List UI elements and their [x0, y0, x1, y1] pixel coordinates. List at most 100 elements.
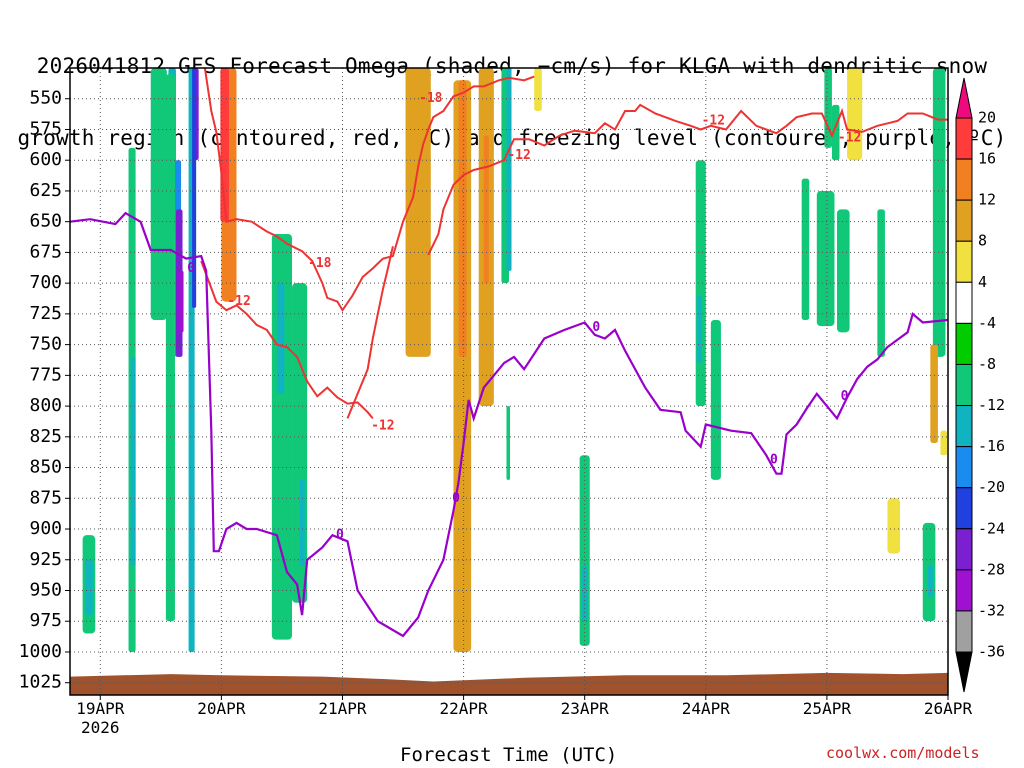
- colorbar-bin-0: [955, 117, 973, 160]
- omega-shading: [82, 68, 947, 652]
- colorbar-bin-3: [955, 240, 973, 283]
- colorbar-label-8: -16: [978, 437, 1005, 455]
- colorbar-bin-6: [955, 363, 973, 407]
- y-tick-label-19: 1025: [19, 672, 62, 693]
- x-tick-label-2: 21APR: [318, 699, 367, 718]
- x-tick-label-4: 23APR: [561, 699, 610, 718]
- y-tick-label-12: 850: [29, 457, 62, 478]
- contour-label-7: 0: [187, 261, 195, 276]
- omega-patch-43: [932, 68, 946, 357]
- omega-patch-3: [85, 559, 93, 616]
- colorbar-label-4: 4: [978, 273, 987, 291]
- contour-label-4: -12: [507, 148, 530, 163]
- y-tick-label-3: 625: [29, 180, 62, 201]
- ground-terrain: [70, 672, 948, 695]
- omega-patch-35: [824, 68, 832, 148]
- dgz-contour-1: [427, 103, 948, 256]
- contour-label-1: -18: [308, 256, 332, 271]
- colorbar-label-2: 12: [978, 191, 996, 209]
- colorbar-bin-1: [955, 158, 973, 201]
- omega-patch-34: [816, 190, 835, 327]
- omega-patch-31: [696, 295, 702, 364]
- y-tick-label-11: 825: [29, 426, 62, 447]
- x-tick-sublabel-0: 2026: [81, 718, 120, 737]
- dgz-contours: -18 -18 -12 -12 -12 -12 -12 0 0 0 0 0 0: [70, 68, 948, 638]
- colorbar-top-arrow: [955, 77, 973, 119]
- y-tick-label-15: 925: [29, 549, 62, 570]
- colorbar-bin-8: [955, 446, 973, 489]
- y-tick-label-2: 600: [29, 149, 62, 170]
- y-tick-label-4: 650: [29, 211, 62, 232]
- y-axis: 550 575 600 625 650 675 700 725 750 775 800 825 850 8…: [19, 88, 70, 693]
- contour-label-6: -12: [838, 131, 861, 146]
- dgz-contour-0: [200, 260, 374, 420]
- omega-patch-32: [710, 320, 721, 480]
- omega-patch-1: [130, 356, 136, 566]
- plot-frame: [69, 67, 949, 696]
- x-tick-label-6: 25APR: [803, 699, 852, 718]
- colorbar-bin-7: [955, 405, 973, 448]
- omega-patch-21: [458, 80, 467, 357]
- omega-patch-26: [506, 406, 511, 480]
- omega-patch-40: [887, 498, 901, 554]
- omega-patch-45: [940, 430, 947, 456]
- y-tick-label-1: 575: [29, 118, 62, 139]
- y-tick-label-17: 975: [29, 610, 62, 631]
- colorbar-bin-12: [955, 610, 973, 653]
- omega-patch-39: [877, 209, 885, 357]
- contour-label-9: 0: [452, 491, 460, 506]
- omega-patch-42: [927, 565, 933, 597]
- y-tick-label-5: 675: [29, 241, 62, 262]
- title-line-1: 2026041812 GFS Forecast Omega (shaded, −…: [36, 54, 988, 78]
- colorbar-bin-10: [955, 528, 973, 571]
- colorbar-bin-2: [955, 199, 973, 242]
- x-tick-label-1: 20APR: [197, 699, 246, 718]
- omega-patch-36: [831, 104, 840, 161]
- omega-patch-20: [453, 80, 472, 652]
- omega-patch-27: [534, 68, 542, 112]
- omega-patch-25: [506, 68, 512, 271]
- x-tick-label-3: 22APR: [440, 699, 489, 718]
- omega-patch-16: [276, 283, 285, 394]
- omega-patch-12: [192, 68, 197, 308]
- y-tick-label-0: 550: [29, 88, 62, 109]
- dgz-contour-2: [203, 68, 535, 313]
- contour-label-12: 0: [841, 389, 849, 404]
- contour-label-5: -12: [702, 113, 725, 128]
- colorbar-label-0: 20: [978, 109, 996, 127]
- colorbar-label-12: -32: [978, 601, 1005, 619]
- y-tick-label-14: 900: [29, 518, 62, 539]
- x-tick-label-5: 24APR: [682, 699, 731, 718]
- y-tick-label-16: 950: [29, 580, 62, 601]
- colorbar-label-6: -8: [978, 355, 996, 373]
- omega-patch-18: [299, 479, 305, 566]
- colorbar-label-10: -24: [978, 519, 1005, 537]
- colorbar-bottom-arrow: [955, 651, 973, 693]
- omega-patch-8: [178, 270, 184, 333]
- colorbar-label-11: -28: [978, 560, 1005, 578]
- omega-patch-37: [836, 209, 850, 333]
- colorbar-bin-4: [955, 281, 973, 324]
- colorbar-label-7: -12: [978, 396, 1005, 414]
- omega-patch-44: [930, 344, 938, 443]
- contour-label-10: 0: [592, 320, 600, 335]
- colorbar-label-9: -20: [978, 478, 1005, 496]
- colorbar-bin-9: [955, 487, 973, 530]
- omega-patch-23: [483, 135, 489, 284]
- x-axis-label: Forecast Time (UTC): [400, 744, 618, 766]
- contour-label-2: -12: [227, 294, 250, 309]
- omega-patch-38: [847, 68, 863, 161]
- colorbar-bin-5: [955, 322, 973, 365]
- y-tick-label-8: 750: [29, 334, 62, 355]
- colorbar-bin-11: [955, 569, 973, 612]
- y-tick-label-7: 725: [29, 303, 62, 324]
- omega-patch-29: [582, 565, 588, 622]
- colorbar-label-1: 16: [978, 150, 996, 168]
- contour-label-11: 0: [770, 453, 778, 468]
- contour-label-8: 0: [336, 528, 344, 543]
- y-tick-label-9: 775: [29, 364, 62, 385]
- source-label: coolwx.com/models: [826, 744, 980, 762]
- colorbar-label-3: 8: [978, 232, 987, 250]
- y-tick-label-10: 800: [29, 395, 62, 416]
